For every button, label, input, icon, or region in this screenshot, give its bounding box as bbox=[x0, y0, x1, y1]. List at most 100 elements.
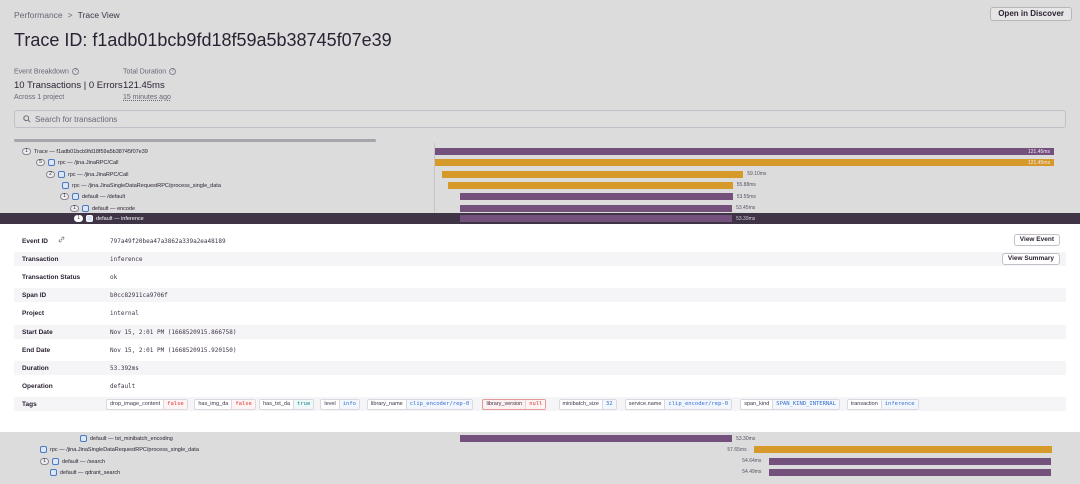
span-bar bbox=[754, 446, 1052, 454]
children-count-pill[interactable]: 1 bbox=[40, 457, 49, 465]
trace-row-label: 1 Trace — f1adb01bcb9fd18f59a5b38745f07e3… bbox=[22, 148, 148, 155]
span-bar bbox=[769, 468, 1051, 476]
tag-value: clip_encoder/rep-0 bbox=[664, 400, 732, 409]
tag-value: inference bbox=[880, 400, 918, 409]
detail-row: Transaction Status ok bbox=[14, 270, 1066, 284]
detail-key: Span ID bbox=[22, 292, 47, 300]
link-icon[interactable] bbox=[58, 236, 65, 243]
span-bar bbox=[459, 193, 733, 201]
tag-pill[interactable]: span_kind SPAN_KIND_INTERNAL bbox=[740, 399, 840, 410]
selected-trace-row[interactable]: 1 default — inference 53.39ms bbox=[0, 213, 1080, 224]
trace-tree-bottom: default — txt_minibatch_encoding 53.30ms r… bbox=[14, 432, 1066, 484]
detail-key: Operation bbox=[22, 382, 53, 390]
detail-key: Start Date bbox=[22, 328, 53, 336]
trace-row-text: default — /default bbox=[82, 194, 126, 201]
selected-row-label: 1 default — inference bbox=[74, 215, 144, 222]
horizontal-scrollbar[interactable] bbox=[14, 139, 376, 142]
children-count-pill[interactable]: 5 bbox=[36, 159, 45, 167]
tag-key: has_txt_da bbox=[263, 401, 291, 407]
trace-row[interactable]: 1 default — /default 53.55ms bbox=[14, 191, 1066, 202]
detail-key: Transaction bbox=[22, 256, 59, 264]
total-duration-value: 121.45ms bbox=[123, 80, 165, 91]
page-header: Performance > Trace View Open in Discover … bbox=[0, 0, 1080, 210]
view-event-button[interactable]: View Event bbox=[1013, 234, 1060, 246]
span-duration: 53.55ms bbox=[736, 193, 756, 200]
span-duration: 54.49ms bbox=[742, 469, 762, 476]
service-icon bbox=[48, 159, 55, 167]
search-input[interactable]: Search for transactions bbox=[14, 110, 1066, 128]
service-icon bbox=[58, 170, 65, 178]
trace-row-text: rpc — /jina.JinaSingleDataRequestRPC/pro… bbox=[72, 182, 221, 189]
children-count-pill[interactable]: 1 bbox=[74, 215, 83, 222]
event-breakdown-label: Event Breakdown? bbox=[14, 68, 79, 75]
trace-row-label: default — txt_minibatch_encoding bbox=[80, 435, 173, 442]
detail-value: Nov 15, 2:01 PM (1668520915.920150) bbox=[110, 346, 237, 354]
service-icon bbox=[62, 181, 69, 189]
trace-row-label: rpc — /jina.JinaSingleDataRequestRPC/pro… bbox=[40, 446, 199, 454]
detail-value: 797a49f20bea47a3862a339a2ea48189 bbox=[110, 238, 226, 245]
span-duration: 53.39ms bbox=[736, 215, 756, 222]
trace-row[interactable]: 1 default — encode 53.45ms bbox=[14, 203, 1066, 214]
tag-pill[interactable]: minibatch_size 32 bbox=[558, 399, 617, 410]
tag-pill[interactable]: has_txt_da true bbox=[259, 399, 315, 410]
view-summary-button[interactable]: View Summary bbox=[1001, 253, 1060, 265]
trace-row[interactable]: default — txt_minibatch_encoding 53.30ms bbox=[14, 433, 1066, 444]
detail-value: internal bbox=[110, 310, 139, 318]
page-title: Trace ID: f1adb01bcb9fd18f59a5b38745f07e… bbox=[14, 30, 392, 50]
span-bar bbox=[435, 148, 1054, 155]
column-divider[interactable] bbox=[434, 143, 435, 214]
service-icon bbox=[80, 435, 87, 442]
trace-row[interactable]: 1 Trace — f1adb01bcb9fd18f59a5b38745f07e3… bbox=[14, 146, 1066, 157]
service-icon bbox=[52, 457, 59, 465]
trace-row[interactable]: 5 rpc — /jina.JinaRPC/Call 121.45ms bbox=[14, 157, 1066, 168]
help-icon[interactable]: ? bbox=[169, 68, 177, 75]
event-breakdown-value: 10 Transactions | 0 Errors bbox=[14, 80, 123, 91]
span-bar bbox=[459, 435, 733, 442]
detail-row: End Date Nov 15, 2:01 PM (1668520915.9201… bbox=[14, 343, 1066, 357]
tag-value: info bbox=[338, 400, 359, 409]
children-count-pill[interactable]: 1 bbox=[22, 148, 31, 155]
breadcrumb-performance[interactable]: Performance bbox=[14, 10, 63, 20]
children-count-pill[interactable]: 2 bbox=[46, 170, 55, 178]
tag-pill[interactable]: library_version null bbox=[482, 399, 547, 410]
trace-row[interactable]: default — qdrant_search 54.49ms bbox=[14, 467, 1066, 478]
service-icon bbox=[72, 193, 79, 201]
service-icon bbox=[40, 446, 47, 454]
trace-row-text: default — qdrant_search bbox=[60, 469, 121, 476]
trace-row[interactable]: rpc — /jina.JinaSingleDataRequestRPC/pro… bbox=[14, 180, 1066, 191]
detail-row: Operation default bbox=[14, 379, 1066, 393]
tag-pill[interactable]: transaction inference bbox=[846, 399, 919, 410]
tag-value: clip_encoder/rep-0 bbox=[405, 400, 473, 409]
detail-row: Start Date Nov 15, 2:01 PM (1668520915.86… bbox=[14, 324, 1066, 339]
trace-row-text: default — /search bbox=[62, 458, 106, 465]
tag-pill[interactable]: level info bbox=[320, 399, 360, 410]
children-count-pill[interactable]: 1 bbox=[70, 204, 79, 212]
span-duration: 121.45ms bbox=[1028, 148, 1050, 155]
detail-key: Project bbox=[22, 310, 45, 318]
total-duration-sub: 15 minutes ago bbox=[123, 94, 171, 101]
tag-pill[interactable]: service.name clip_encoder/rep-0 bbox=[624, 399, 733, 410]
tag-pill[interactable]: drop_image_content false bbox=[106, 399, 188, 410]
open-in-discover-button[interactable]: Open in Discover bbox=[990, 7, 1072, 21]
tag-key: level bbox=[324, 401, 336, 407]
help-icon[interactable]: ? bbox=[71, 68, 79, 75]
tag-value: false bbox=[163, 400, 187, 409]
trace-row[interactable]: 2 rpc — /jina.JinaRPC/Call 59.10ms bbox=[14, 169, 1066, 180]
trace-row[interactable]: 1 default — /search 54.64ms bbox=[14, 456, 1066, 467]
trace-row-text: rpc — /jina.JinaRPC/Call bbox=[58, 160, 119, 167]
detail-row: Event ID 797a49f20bea47a3862a339a2ea48189 bbox=[14, 234, 1066, 248]
tag-pill[interactable]: has_img_da false bbox=[194, 399, 256, 410]
trace-row-text: rpc — /jina.JinaSingleDataRequestRPC/pro… bbox=[50, 447, 199, 454]
detail-value: ok bbox=[110, 274, 118, 282]
span-duration: 121.45ms bbox=[1028, 159, 1050, 166]
tag-pill[interactable]: library_name clip_encoder/rep-0 bbox=[366, 399, 474, 410]
service-icon bbox=[50, 468, 57, 476]
tag-key: has_img_da bbox=[198, 401, 229, 407]
trace-row[interactable]: rpc — /jina.JinaSingleDataRequestRPC/pro… bbox=[14, 444, 1066, 455]
span-duration: 57.65ms bbox=[727, 446, 747, 453]
detail-key: Transaction Status bbox=[22, 274, 81, 282]
trace-row-label: 1 default — /search bbox=[40, 457, 106, 465]
tag-key: drop_image_content bbox=[110, 401, 161, 407]
children-count-pill[interactable]: 1 bbox=[60, 193, 69, 201]
trace-row-label: 5 rpc — /jina.JinaRPC/Call bbox=[36, 159, 119, 167]
